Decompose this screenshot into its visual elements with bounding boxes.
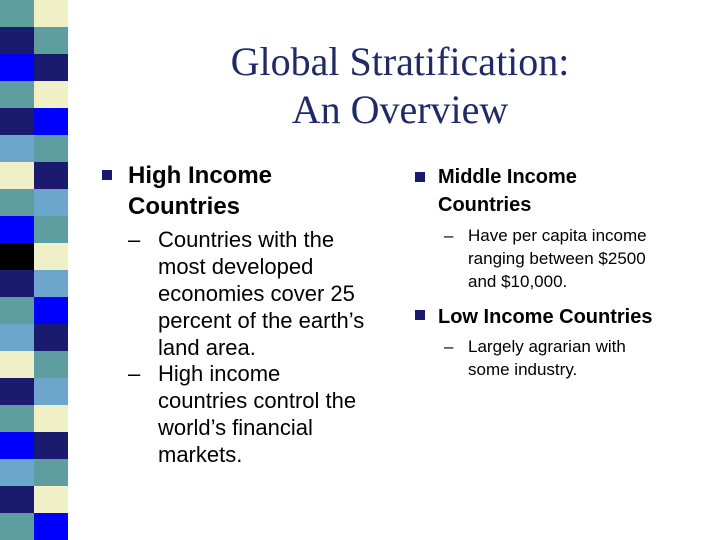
bullet-square-icon	[415, 172, 425, 182]
stripe-cell	[34, 135, 68, 162]
stripe-cell	[34, 54, 68, 81]
dash-marker: –	[444, 226, 454, 245]
stripe-cell	[34, 0, 68, 27]
title-line-1: Global Stratification:	[230, 39, 570, 84]
heading-middle-income: Middle Income Countries	[438, 166, 577, 216]
stripe-cell	[0, 162, 34, 189]
dash-marker: –	[128, 361, 141, 386]
stripe-cell	[0, 324, 34, 351]
heading-high-income: High Income Countries	[128, 162, 273, 220]
title-line-2: An Overview	[291, 87, 509, 132]
stripe-cell	[34, 162, 68, 189]
stripe-cell	[34, 270, 68, 297]
stripe-cell	[34, 378, 68, 405]
bullet-square-icon	[102, 170, 112, 180]
stripe-cell	[34, 459, 68, 486]
stripe-cell	[0, 459, 34, 486]
stripe-cell	[0, 216, 34, 243]
stripe-cell	[34, 27, 68, 54]
stripe-cell	[34, 405, 68, 432]
stripe-cell	[0, 27, 34, 54]
heading-low-income: Low Income Countries	[438, 306, 653, 328]
stripe-cell	[34, 513, 68, 540]
stripe-cell	[34, 189, 68, 216]
stripe-cell	[0, 486, 34, 513]
stripe-cell	[0, 135, 34, 162]
stripe-cell	[34, 351, 68, 378]
dash-marker: –	[128, 227, 141, 252]
stripe-cell	[0, 0, 34, 27]
stripe-cell	[0, 108, 34, 135]
stripe-cell	[34, 216, 68, 243]
decorative-stripe-bar	[0, 0, 68, 540]
stripe-cell	[0, 432, 34, 459]
stripe-cell	[0, 243, 34, 270]
stripe-cell	[34, 324, 68, 351]
stripe-cell	[0, 54, 34, 81]
stripe-cell	[0, 297, 34, 324]
stripe-cell	[34, 108, 68, 135]
stripe-cell	[34, 243, 68, 270]
stripe-cell	[0, 513, 34, 540]
stripe-cell	[0, 189, 34, 216]
dash-marker: –	[444, 337, 454, 356]
stripe-cell	[34, 297, 68, 324]
bullet-square-icon	[415, 310, 425, 320]
stripe-cell	[34, 432, 68, 459]
slide-title: Global Stratification: An Overview	[130, 38, 670, 134]
stripe-cell	[0, 378, 34, 405]
stripe-cell	[0, 270, 34, 297]
stripe-cell	[0, 405, 34, 432]
stripe-cell	[0, 351, 34, 378]
stripe-cell	[34, 81, 68, 108]
stripe-cell	[34, 486, 68, 513]
stripe-cell	[0, 81, 34, 108]
